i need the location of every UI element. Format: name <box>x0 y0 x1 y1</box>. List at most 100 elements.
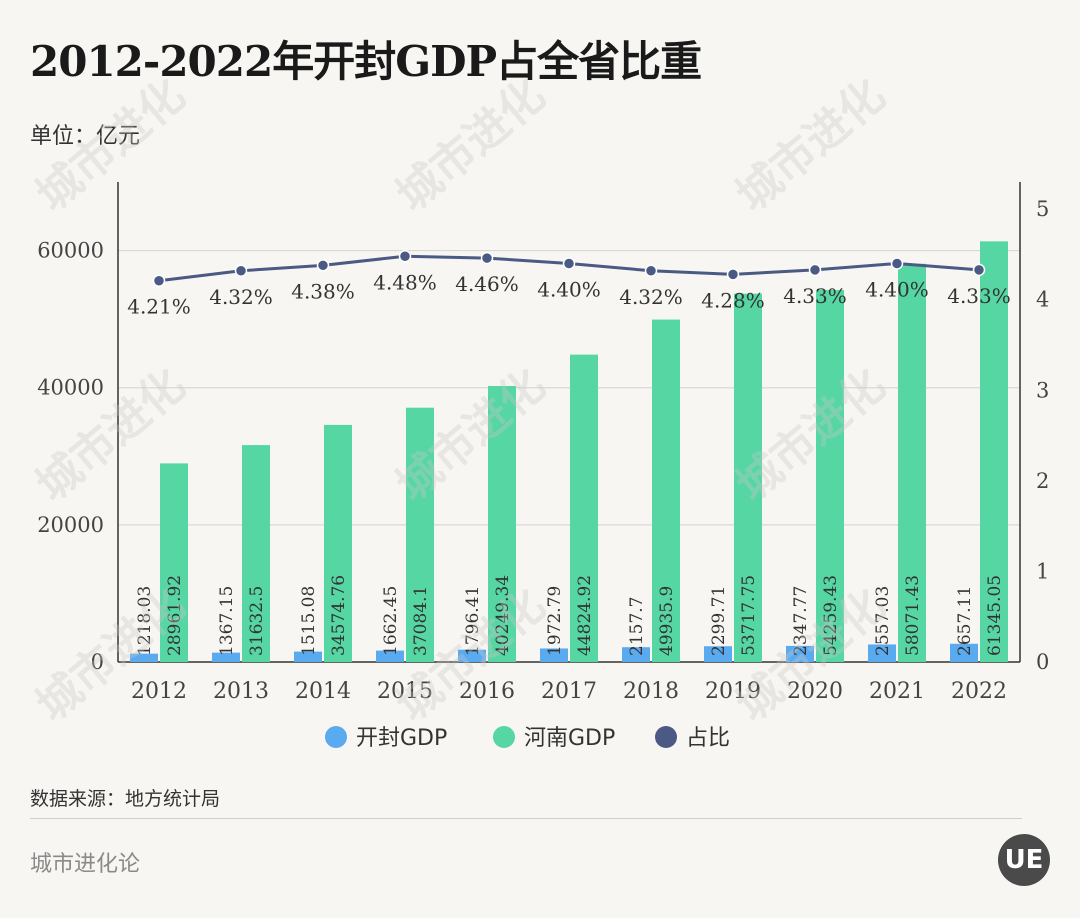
x-tick-label: 2020 <box>787 679 843 704</box>
bar-kaifeng <box>130 653 158 662</box>
ratio-point <box>398 250 412 263</box>
bar-kaifeng-label: 2299.71 <box>709 586 729 656</box>
legend-marker <box>493 726 515 748</box>
y-right-tick-label: 5 <box>1036 197 1049 221</box>
bar-henan <box>652 319 680 662</box>
bar-henan-label: 34574.76 <box>329 575 349 656</box>
y-left-tick-label: 40000 <box>37 376 104 400</box>
x-tick-label: 2017 <box>541 679 597 704</box>
bar-kaifeng-label: 1367.15 <box>217 586 237 656</box>
x-tick-label: 2022 <box>951 679 1007 704</box>
bar-henan-label: 53717.75 <box>739 575 759 656</box>
ratio-point <box>562 257 576 270</box>
y-left-tick-label: 20000 <box>37 513 104 537</box>
bar-kaifeng <box>458 649 486 662</box>
ratio-point <box>644 264 658 278</box>
bar-kaifeng-label: 1796.41 <box>463 586 483 656</box>
ratio-label: 4.46% <box>455 272 519 296</box>
bar-kaifeng <box>622 647 650 662</box>
bar-kaifeng-label: 2347.77 <box>791 586 811 656</box>
y-right-tick-label: 2 <box>1036 469 1049 493</box>
bar-kaifeng <box>704 646 732 662</box>
ratio-label: 4.32% <box>209 285 273 309</box>
x-tick-label: 2013 <box>213 679 269 704</box>
ratio-label: 4.40% <box>537 278 601 302</box>
bar-henan-label: 40249.34 <box>493 575 513 656</box>
y-right-tick-label: 0 <box>1036 650 1049 674</box>
bar-kaifeng <box>212 652 240 662</box>
ratio-point <box>234 264 248 278</box>
y-right-tick-label: 3 <box>1036 378 1049 402</box>
bar-henan-label: 58071.43 <box>903 575 923 656</box>
legend-marker <box>325 726 347 748</box>
bar-kaifeng <box>950 643 978 662</box>
bar-henan <box>980 241 1008 662</box>
bar-henan <box>406 407 434 662</box>
ratio-point <box>808 263 822 277</box>
bar-henan <box>242 445 270 662</box>
bar-kaifeng <box>376 650 404 662</box>
footer-divider <box>30 818 1022 819</box>
bar-henan <box>160 463 188 662</box>
bar-kaifeng-label: 2557.03 <box>873 586 893 656</box>
bar-henan-label: 31632.5 <box>247 586 267 656</box>
bar-kaifeng-label: 1515.08 <box>299 586 319 656</box>
bar-henan-label: 37084.1 <box>411 586 431 656</box>
ratio-point <box>890 257 904 270</box>
x-tick-label: 2012 <box>131 679 187 704</box>
bar-kaifeng-label: 1662.45 <box>381 586 401 656</box>
y-left-tick-label: 60000 <box>37 239 104 263</box>
y-left-tick-label: 0 <box>91 650 104 674</box>
legend-marker <box>655 726 677 748</box>
x-tick-label: 2018 <box>623 679 679 704</box>
x-tick-label: 2016 <box>459 679 515 704</box>
bar-kaifeng-label: 2657.11 <box>955 586 975 656</box>
ratio-label: 4.40% <box>865 278 929 302</box>
bar-henan <box>324 424 352 662</box>
ratio-point <box>972 263 986 277</box>
bar-henan-label: 54259.43 <box>821 575 841 656</box>
bar-kaifeng <box>294 651 322 662</box>
bar-henan-label: 44824.92 <box>575 575 595 656</box>
ratio-label: 4.48% <box>373 270 437 294</box>
ratio-label: 4.38% <box>291 279 355 303</box>
ratio-label: 4.32% <box>619 285 683 309</box>
brand-logo: UE <box>998 834 1050 886</box>
brand-label: 城市进化论 <box>30 852 141 877</box>
x-tick-label: 2021 <box>869 679 925 704</box>
x-tick-label: 2015 <box>377 679 433 704</box>
y-right-tick-label: 1 <box>1036 559 1049 583</box>
ratio-label: 4.28% <box>701 288 765 312</box>
bar-henan <box>734 293 762 662</box>
bar-henan-label: 61345.05 <box>985 575 1005 656</box>
bar-kaifeng-label: 1972.79 <box>545 586 565 656</box>
legend-label: 河南GDP <box>524 726 615 751</box>
bar-henan-label: 28961.92 <box>165 575 185 656</box>
ratio-label: 4.21% <box>127 295 191 319</box>
ratio-point <box>726 268 740 281</box>
bar-kaifeng <box>540 648 568 662</box>
y-right-tick-label: 4 <box>1036 288 1049 312</box>
bar-henan-label: 49935.9 <box>657 586 677 656</box>
source-label: 数据来源：地方统计局 <box>30 788 221 810</box>
ratio-point <box>152 274 166 287</box>
ratio-point <box>480 251 494 265</box>
bar-henan <box>570 354 598 662</box>
ratio-point <box>316 259 330 272</box>
unit-label: 单位：亿元 <box>30 124 141 149</box>
ratio-label: 4.33% <box>947 284 1011 308</box>
bar-henan <box>816 289 844 662</box>
legend-label: 开封GDP <box>356 726 447 751</box>
bar-henan <box>488 386 516 662</box>
chart-title: 2012-2022年开封GDP占全省比重 <box>30 37 702 86</box>
bar-henan <box>898 263 926 662</box>
x-tick-label: 2014 <box>295 679 351 704</box>
x-tick-label: 2019 <box>705 679 761 704</box>
legend-label: 占比 <box>686 726 730 751</box>
bar-kaifeng-label: 1218.03 <box>135 586 155 656</box>
ratio-label: 4.33% <box>783 284 847 308</box>
bar-kaifeng <box>786 645 814 662</box>
bar-kaifeng-label: 2157.7 <box>627 597 647 656</box>
bar-kaifeng <box>868 644 896 662</box>
